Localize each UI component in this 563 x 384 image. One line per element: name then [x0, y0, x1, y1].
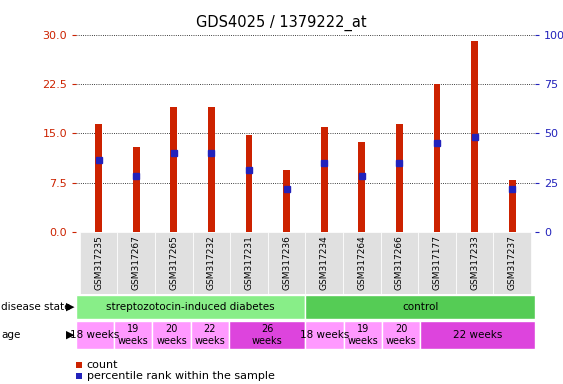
Bar — [471, 41, 478, 232]
Text: GSM317231: GSM317231 — [244, 235, 253, 290]
Text: 19
weeks: 19 weeks — [118, 324, 149, 346]
Text: age: age — [1, 330, 20, 340]
Bar — [456, 232, 494, 294]
Bar — [305, 295, 535, 319]
Text: count: count — [87, 360, 118, 370]
Bar — [133, 147, 140, 232]
Bar — [306, 232, 343, 294]
Bar — [95, 124, 102, 232]
Bar — [155, 232, 193, 294]
Bar — [305, 321, 343, 349]
Text: 22 weeks: 22 weeks — [453, 330, 502, 340]
Bar — [343, 321, 382, 349]
Bar — [396, 124, 403, 232]
Text: GSM317264: GSM317264 — [358, 235, 367, 290]
Text: GSM317235: GSM317235 — [94, 235, 103, 290]
Bar — [229, 321, 305, 349]
Text: GDS4025 / 1379222_at: GDS4025 / 1379222_at — [196, 15, 367, 31]
Text: disease state: disease state — [1, 302, 70, 312]
Bar — [382, 321, 420, 349]
Bar — [434, 84, 440, 232]
Text: GSM317266: GSM317266 — [395, 235, 404, 290]
Bar — [245, 136, 252, 232]
Text: 26
weeks: 26 weeks — [252, 324, 283, 346]
Bar — [494, 232, 531, 294]
Bar — [208, 107, 215, 232]
Text: 22
weeks: 22 weeks — [194, 324, 225, 346]
Bar — [418, 232, 456, 294]
Text: ▶: ▶ — [66, 302, 75, 312]
Bar — [114, 321, 153, 349]
Text: 20
weeks: 20 weeks — [156, 324, 187, 346]
Text: GSM317232: GSM317232 — [207, 235, 216, 290]
Bar — [420, 321, 535, 349]
Text: GSM317234: GSM317234 — [320, 235, 329, 290]
Bar — [191, 321, 229, 349]
Text: 18 weeks: 18 weeks — [70, 330, 120, 340]
Text: GSM317237: GSM317237 — [508, 235, 517, 290]
Text: GSM317233: GSM317233 — [470, 235, 479, 290]
Text: GSM317265: GSM317265 — [169, 235, 178, 290]
Text: GSM317267: GSM317267 — [132, 235, 141, 290]
Text: streptozotocin-induced diabetes: streptozotocin-induced diabetes — [106, 302, 275, 312]
Bar — [80, 232, 117, 294]
Text: 18 weeks: 18 weeks — [300, 330, 349, 340]
Text: control: control — [402, 302, 439, 312]
Text: percentile rank within the sample: percentile rank within the sample — [87, 371, 275, 381]
Bar — [171, 107, 177, 232]
Bar — [76, 321, 114, 349]
Bar — [268, 232, 306, 294]
Bar — [153, 321, 191, 349]
Bar — [230, 232, 268, 294]
Text: GSM317236: GSM317236 — [282, 235, 291, 290]
Text: GSM317177: GSM317177 — [432, 235, 441, 290]
Bar — [343, 232, 381, 294]
Bar — [193, 232, 230, 294]
Bar — [321, 127, 328, 232]
Bar — [509, 180, 516, 232]
Bar — [117, 232, 155, 294]
Bar — [76, 295, 305, 319]
Text: ▶: ▶ — [66, 330, 75, 340]
Bar — [359, 142, 365, 232]
Text: 20
weeks: 20 weeks — [386, 324, 417, 346]
Bar — [381, 232, 418, 294]
Bar — [283, 170, 290, 232]
Text: 19
weeks: 19 weeks — [347, 324, 378, 346]
